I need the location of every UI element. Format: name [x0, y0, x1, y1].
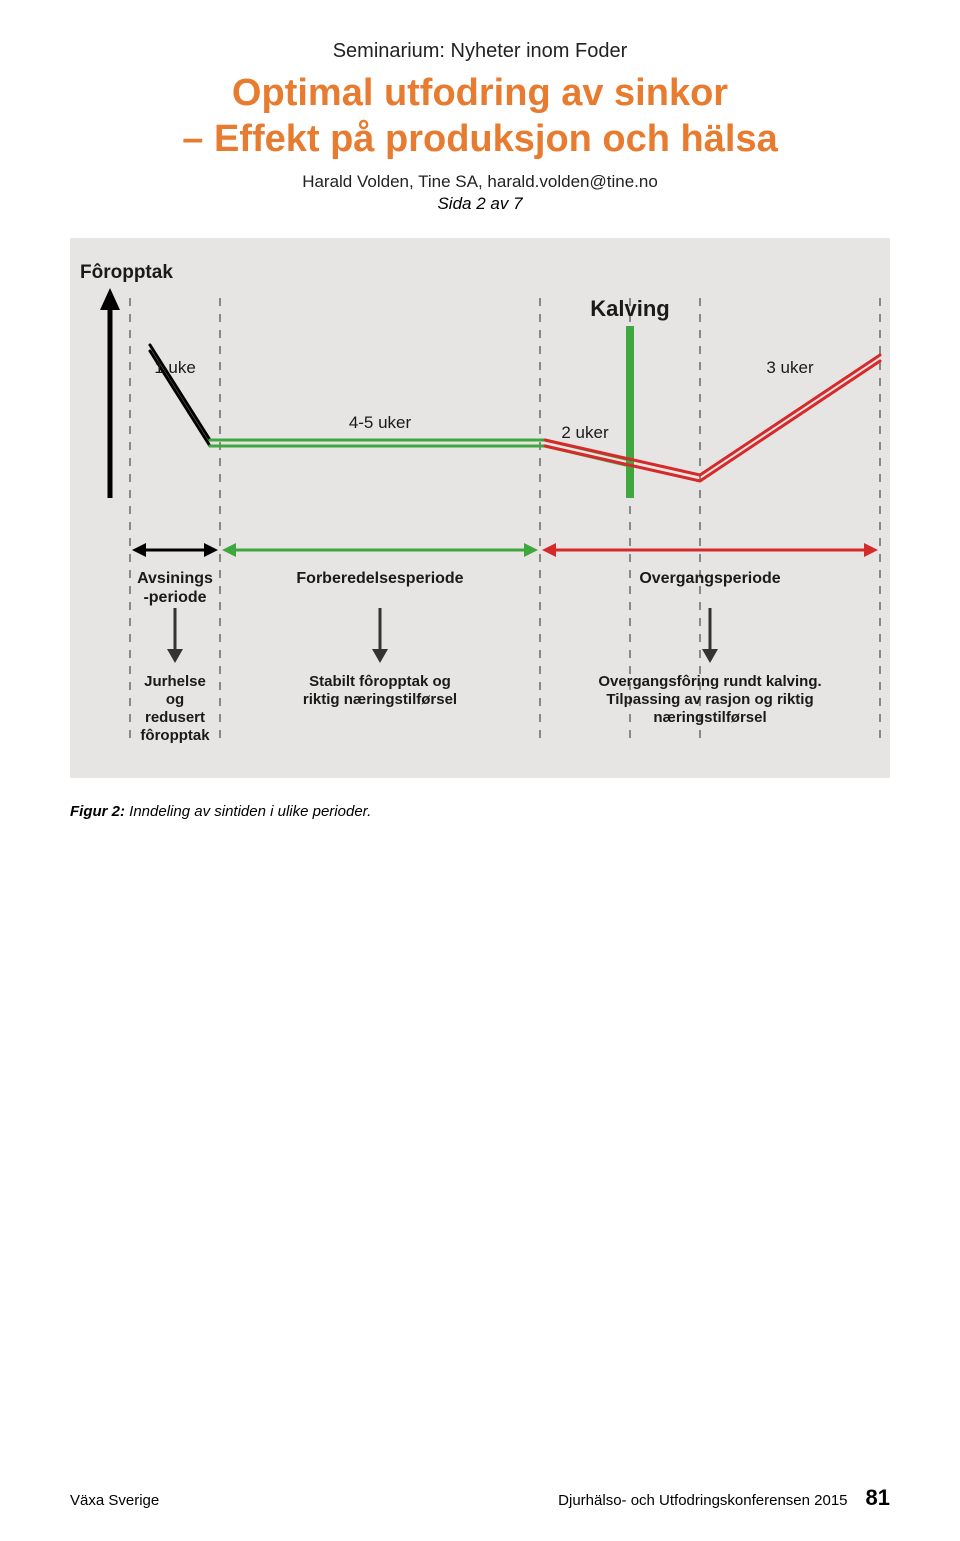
svg-text:redusert: redusert — [145, 709, 205, 726]
svg-text:næringstilførsel: næringstilførsel — [653, 709, 766, 726]
caption-lead: Figur 2: — [70, 803, 125, 820]
caption-rest: Inndeling av sintiden i ulike perioder. — [125, 803, 371, 820]
svg-text:1 uke: 1 uke — [154, 358, 196, 377]
svg-text:4-5 uker: 4-5 uker — [349, 413, 412, 432]
svg-text:Avsinings: Avsinings — [137, 570, 213, 587]
svg-text:Stabilt fôropptak og: Stabilt fôropptak og — [309, 673, 451, 690]
footer-center: Djurhälso- och Utfodringskonferensen 201… — [558, 1492, 847, 1509]
svg-text:Tilpassing av rasjon og riktig: Tilpassing av rasjon og riktig — [606, 691, 813, 708]
period-chart: Fôropptak Kalving 1 uke 4-5 uker 2 uker 3 uke… — [70, 238, 890, 778]
page-indicator: Sida 2 av 7 — [70, 194, 890, 214]
svg-text:2 uker: 2 uker — [561, 423, 609, 442]
svg-text:Overgangsperiode: Overgangsperiode — [639, 570, 780, 587]
svg-text:Jurhelse: Jurhelse — [144, 673, 206, 690]
figure-caption: Figur 2: Inndeling av sintiden i ulike p… — [70, 803, 890, 820]
chart-container: Fôropptak Kalving 1 uke 4-5 uker 2 uker 3 uke… — [70, 238, 890, 783]
svg-text:3 uker: 3 uker — [766, 358, 814, 377]
svg-text:riktig næringstilførsel: riktig næringstilførsel — [303, 691, 457, 708]
svg-text:og: og — [166, 691, 184, 708]
footer-page-number: 81 — [866, 1485, 890, 1511]
svg-text:Overgangsfôring rundt kalving.: Overgangsfôring rundt kalving. — [598, 673, 821, 690]
seminar-label: Seminarium: Nyheter inom Foder — [70, 40, 890, 63]
author-line: Harald Volden, Tine SA, harald.volden@ti… — [70, 172, 890, 192]
svg-text:Fôropptak: Fôropptak — [80, 262, 173, 283]
svg-text:-periode: -periode — [143, 589, 206, 606]
page-footer: Växa Sverige Djurhälso- och Utfodringsko… — [70, 1485, 890, 1511]
page-title-line2: – Effekt på produksjon och hälsa — [70, 117, 890, 163]
page-title-line1: Optimal utfodring av sinkor — [70, 71, 890, 117]
svg-text:fôropptak: fôropptak — [140, 727, 210, 744]
footer-left: Växa Sverige — [70, 1492, 159, 1509]
svg-text:Forberedelsesperiode: Forberedelsesperiode — [296, 570, 463, 587]
svg-text:Kalving: Kalving — [590, 296, 669, 321]
